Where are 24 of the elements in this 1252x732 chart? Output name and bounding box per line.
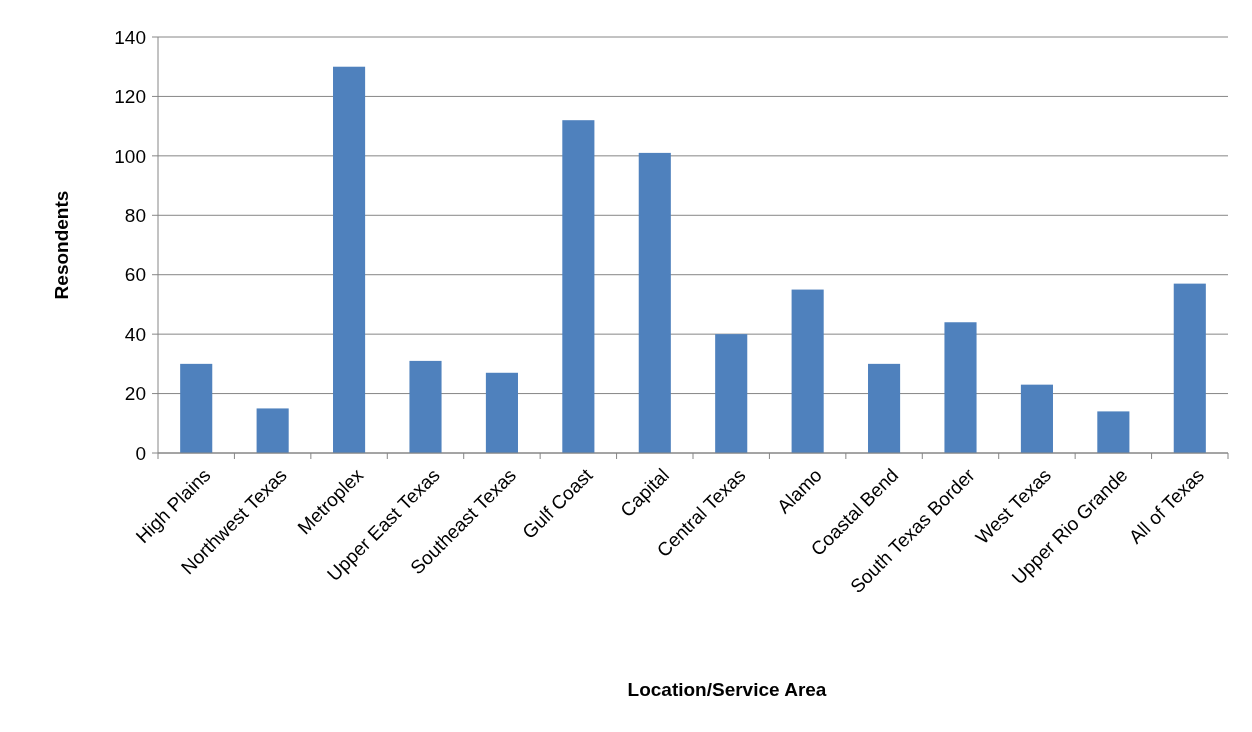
y-tick-label: 20 xyxy=(124,383,146,405)
y-tick-label: 120 xyxy=(114,86,146,108)
y-tick-label: 40 xyxy=(124,323,146,345)
x-axis-title: Location/Service Area xyxy=(627,679,827,700)
bar xyxy=(409,360,442,453)
bar xyxy=(333,66,366,453)
bar xyxy=(638,152,671,453)
bar xyxy=(256,408,289,453)
y-tick-label: 140 xyxy=(114,26,146,48)
bar xyxy=(1097,411,1130,453)
y-tick-label: 0 xyxy=(135,442,146,464)
bar xyxy=(562,120,595,453)
bar xyxy=(868,363,901,453)
bar xyxy=(791,289,824,453)
bar xyxy=(485,372,518,453)
bar xyxy=(715,334,748,453)
y-tick-label: 100 xyxy=(114,145,146,167)
bar xyxy=(1173,283,1206,453)
y-axis-title: Resondents xyxy=(51,190,72,300)
y-tick-label: 80 xyxy=(124,204,146,226)
bar xyxy=(944,322,977,453)
bar xyxy=(1020,384,1053,453)
bar xyxy=(180,363,213,453)
y-tick-label: 60 xyxy=(124,264,146,286)
